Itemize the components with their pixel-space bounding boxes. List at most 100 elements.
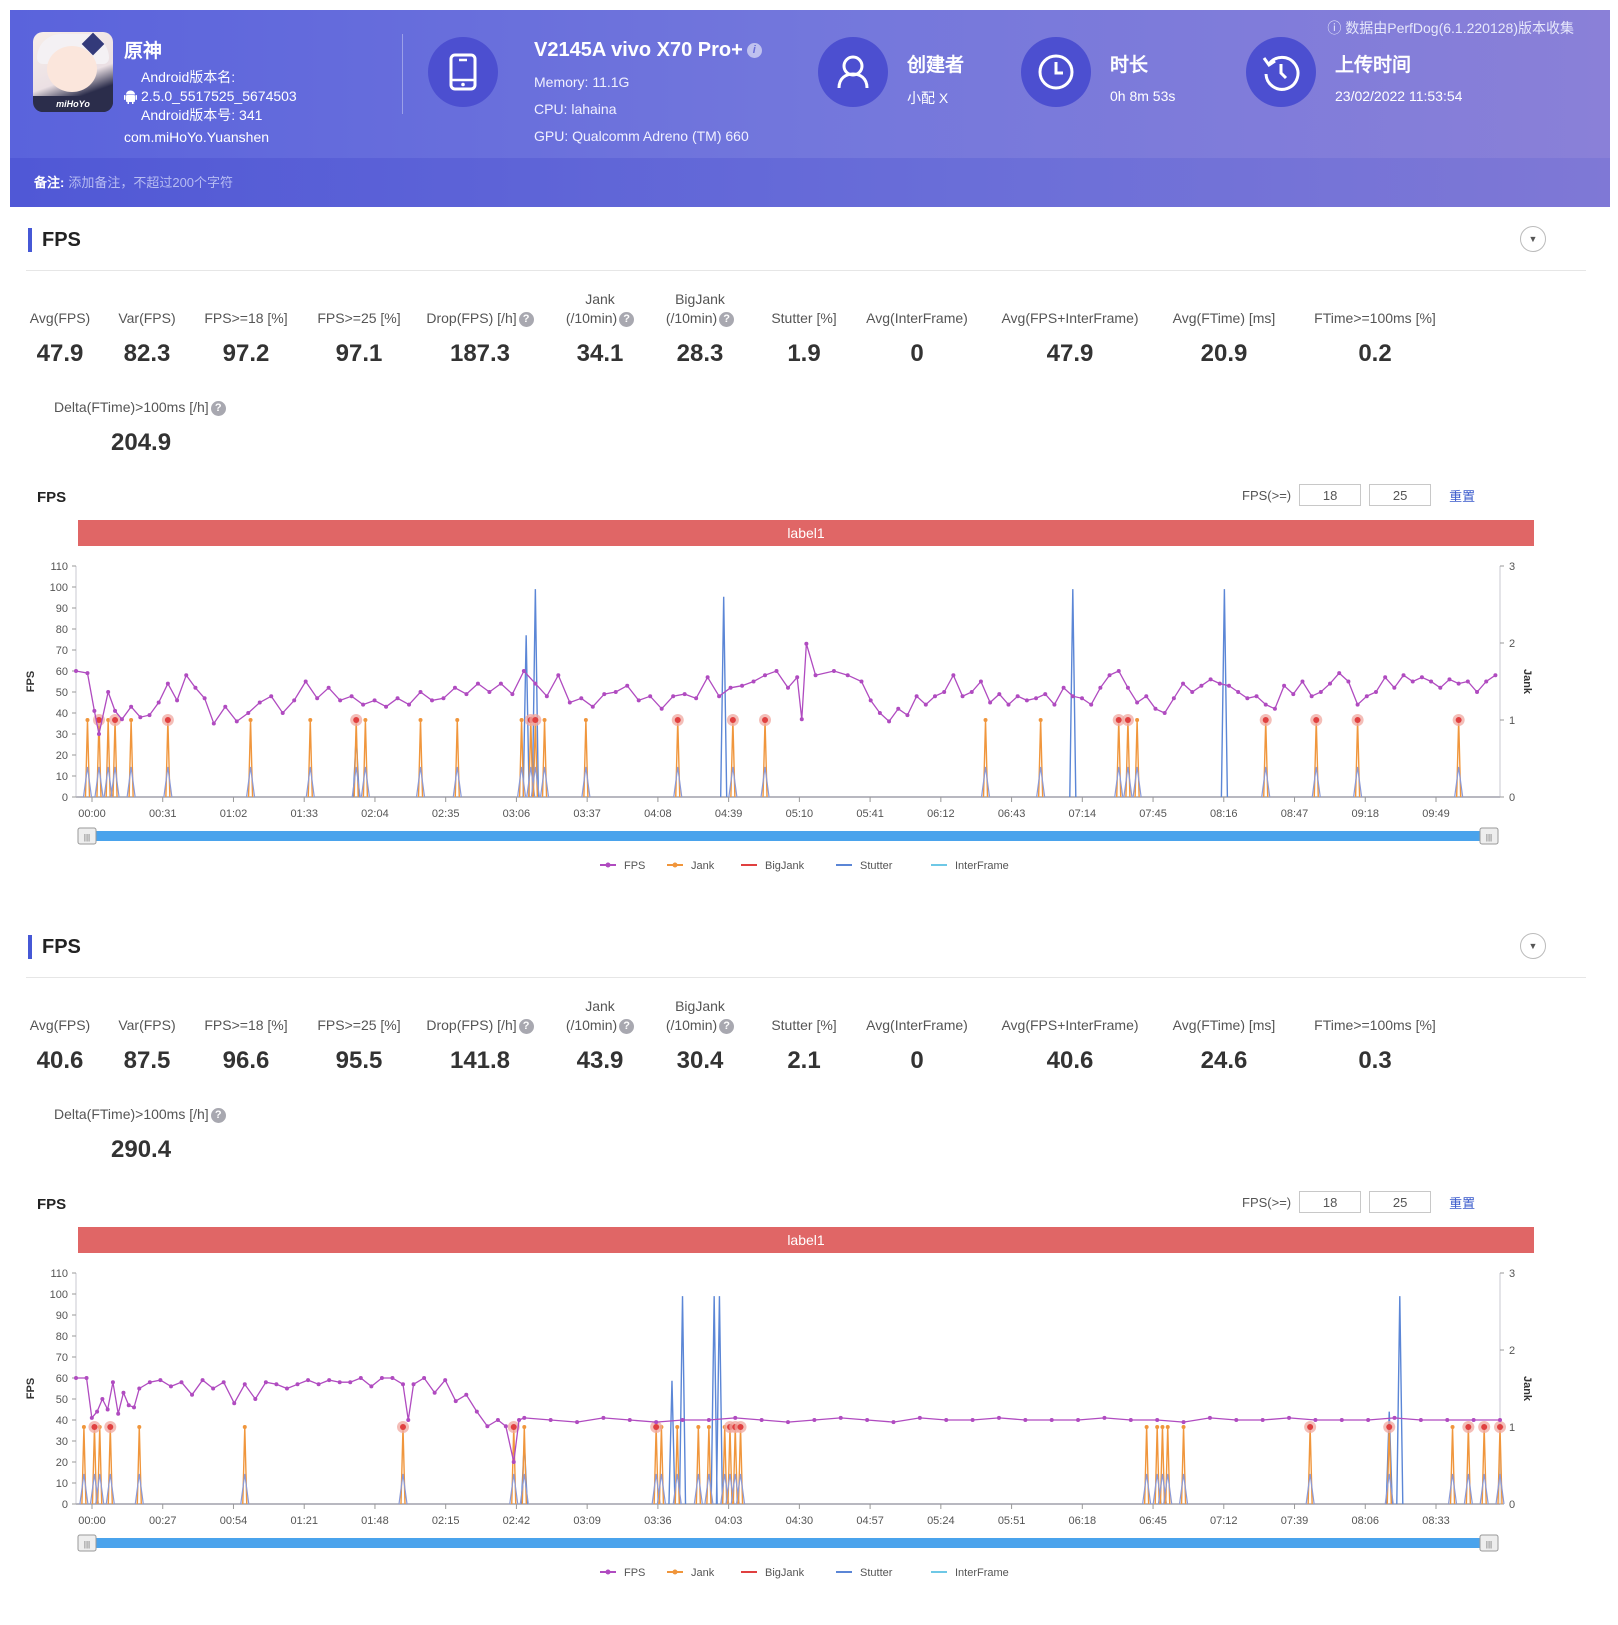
jank-base <box>1384 1473 1394 1505</box>
fps-point <box>372 698 377 703</box>
note-input[interactable]: 添加备注，不超过200个字符 <box>68 175 234 190</box>
zoom-slider-handle-left[interactable] <box>77 1534 97 1552</box>
fps-point <box>1043 692 1048 697</box>
fps-point <box>121 1390 126 1395</box>
help-icon[interactable]: ? <box>210 400 226 416</box>
y-tick-label: 110 <box>50 561 68 573</box>
fps-point <box>1445 1418 1450 1422</box>
fps-point <box>654 1420 659 1425</box>
label-band[interactable]: label1 <box>78 520 1534 546</box>
fps-chart[interactable]: 0 10 20 30 40 50 60 70 80 90 100 110 0 1 2 3 FPS Jank 00:0… <box>10 1253 1580 1593</box>
jank-event <box>1354 719 1361 798</box>
legend-item-interframe[interactable]: InterFrame <box>931 860 1009 872</box>
note-bar[interactable]: 备注: 添加备注，不超过200个字符 <box>10 158 1610 207</box>
legend-item-interframe[interactable]: InterFrame <box>931 1567 1009 1579</box>
x-tick-label: 03:06 <box>503 808 531 820</box>
legend-item-bigjank[interactable]: BigJank <box>741 860 805 872</box>
zoom-slider-track[interactable] <box>78 831 1498 841</box>
help-icon[interactable]: ? <box>719 1018 735 1034</box>
metric-value: 34.1 <box>576 340 624 367</box>
x-tick-label: 08:47 <box>1281 808 1309 820</box>
threshold-input-2[interactable] <box>1369 1191 1432 1213</box>
collapse-toggle-button[interactable]: ▼ <box>1520 933 1546 959</box>
zoom-slider-track[interactable] <box>78 1538 1498 1548</box>
legend-item-stutter[interactable]: Stutter <box>836 1567 893 1579</box>
x-tick-label: 00:54 <box>220 1515 248 1527</box>
fps-point <box>156 700 161 705</box>
jank-base <box>79 1473 89 1505</box>
jank-point <box>85 718 90 722</box>
fps-point <box>200 1378 205 1383</box>
fps-line <box>76 1377 1500 1463</box>
jank-base <box>673 766 683 798</box>
jank-event <box>583 719 589 798</box>
metric-label: Var(FPS) <box>118 1017 176 1033</box>
help-icon[interactable]: ? <box>619 1018 635 1034</box>
jank-point <box>81 1425 86 1429</box>
help-icon[interactable]: ? <box>619 311 635 327</box>
fps-point <box>1465 679 1470 684</box>
legend-item-jank[interactable]: Jank <box>667 860 715 872</box>
help-icon[interactable]: ? <box>518 311 534 327</box>
bigjank-point <box>737 1424 744 1430</box>
metric-value: 47.9 <box>36 340 84 367</box>
zoom-slider-handle-right[interactable] <box>1479 827 1499 845</box>
reset-link[interactable]: 重置 <box>1449 488 1476 504</box>
device-info-icon[interactable]: i <box>746 43 762 59</box>
legend-item-bigjank[interactable]: BigJank <box>741 1567 805 1579</box>
metric-value: 290.4 <box>111 1136 172 1163</box>
threshold-input-1[interactable] <box>1299 484 1362 506</box>
fps-point <box>263 1380 268 1385</box>
fps-point <box>601 1415 606 1420</box>
label-band[interactable]: label1 <box>78 1227 1534 1253</box>
fps-point <box>590 704 595 709</box>
fps-chart[interactable]: 0 10 20 30 40 50 60 70 80 90 100 110 0 1 2 3 FPS Jank 00:0… <box>10 546 1580 886</box>
bigjank-point <box>653 1424 660 1430</box>
x-tick-label: 05:10 <box>786 808 814 820</box>
help-icon[interactable]: ? <box>518 1018 534 1034</box>
legend-item-stutter[interactable]: Stutter <box>836 860 893 872</box>
fps-point <box>274 1382 279 1387</box>
jank-base <box>1036 766 1046 798</box>
fps-point <box>1373 690 1378 694</box>
jank-base <box>1123 766 1133 798</box>
metric-label-unit: (/10min)? <box>520 309 680 328</box>
jank-base <box>760 766 770 798</box>
fps-point <box>1070 694 1075 699</box>
jank-base <box>134 1473 144 1505</box>
legend-item-fps[interactable]: FPS <box>600 1567 645 1579</box>
help-icon[interactable]: ? <box>210 1107 226 1123</box>
fps-point <box>521 669 526 673</box>
metric-label-unit: (/10min)? <box>620 1016 780 1035</box>
fps-point <box>232 1401 237 1406</box>
reset-link[interactable]: 重置 <box>1449 1195 1476 1211</box>
fps-point <box>503 1424 508 1429</box>
threshold-input-2[interactable] <box>1369 484 1432 506</box>
fps-point <box>1456 681 1461 686</box>
jank-base <box>1305 1473 1315 1505</box>
jank-point <box>1155 1425 1160 1429</box>
legend-item-jank[interactable]: Jank <box>667 1567 715 1579</box>
collapse-toggle-button[interactable]: ▼ <box>1520 226 1546 252</box>
jank-event <box>84 719 91 798</box>
chart-title: FPS <box>37 489 67 506</box>
jank-base <box>539 766 550 798</box>
fps-point <box>406 1418 411 1422</box>
fps-point <box>487 690 492 694</box>
metric-label: Var(FPS) <box>118 310 176 326</box>
fps-point <box>1498 1418 1502 1422</box>
zoom-slider-handle-left[interactable] <box>77 827 97 845</box>
metric-value: 187.3 <box>449 340 511 367</box>
bigjank-point <box>729 717 736 723</box>
legend-item-fps[interactable]: FPS <box>600 860 645 872</box>
stutter-spike <box>715 1296 724 1505</box>
grip-icon: ||| <box>84 1540 90 1549</box>
fps-point <box>464 1392 469 1397</box>
clock-icon <box>1038 54 1074 90</box>
help-icon[interactable]: ? <box>719 311 735 327</box>
bigjank-point <box>1386 1424 1393 1430</box>
metric-label: Avg(InterFrame) <box>866 310 968 326</box>
zoom-slider-handle-right[interactable] <box>1479 1534 1499 1552</box>
threshold-input-1[interactable] <box>1299 1191 1362 1213</box>
x-tick-label: 09:18 <box>1351 808 1379 820</box>
